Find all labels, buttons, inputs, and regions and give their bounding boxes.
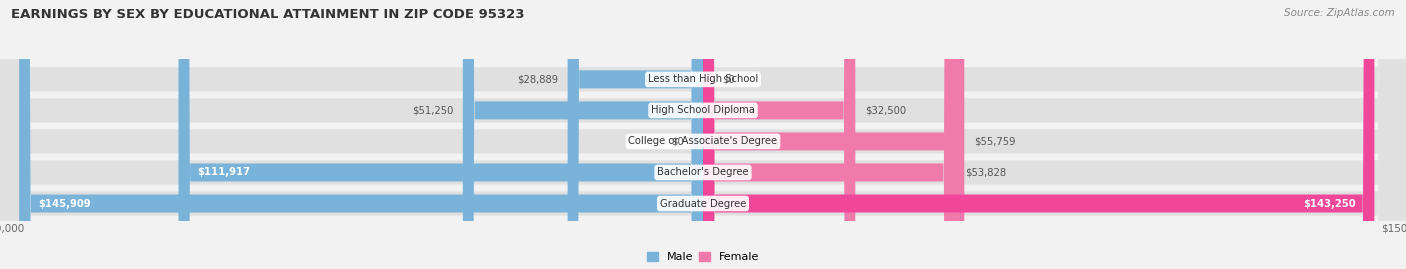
Text: $143,250: $143,250 bbox=[1303, 199, 1355, 208]
Text: Source: ZipAtlas.com: Source: ZipAtlas.com bbox=[1284, 8, 1395, 18]
Text: $32,500: $32,500 bbox=[865, 105, 905, 115]
Text: High School Diploma: High School Diploma bbox=[651, 105, 755, 115]
FancyBboxPatch shape bbox=[568, 0, 703, 269]
FancyBboxPatch shape bbox=[703, 0, 955, 269]
Legend: Male, Female: Male, Female bbox=[643, 247, 763, 267]
FancyBboxPatch shape bbox=[703, 0, 855, 269]
FancyBboxPatch shape bbox=[20, 0, 703, 269]
Text: $0: $0 bbox=[721, 74, 734, 84]
Text: $51,250: $51,250 bbox=[412, 105, 454, 115]
Text: $28,889: $28,889 bbox=[517, 74, 558, 84]
Text: Less than High School: Less than High School bbox=[648, 74, 758, 84]
FancyBboxPatch shape bbox=[703, 0, 965, 269]
Text: $53,828: $53,828 bbox=[965, 168, 1005, 178]
Text: College or Associate's Degree: College or Associate's Degree bbox=[628, 136, 778, 146]
Text: Graduate Degree: Graduate Degree bbox=[659, 199, 747, 208]
Text: Bachelor's Degree: Bachelor's Degree bbox=[657, 168, 749, 178]
Text: $111,917: $111,917 bbox=[197, 168, 250, 178]
FancyBboxPatch shape bbox=[463, 0, 703, 269]
Text: $55,759: $55,759 bbox=[974, 136, 1015, 146]
FancyBboxPatch shape bbox=[703, 0, 1374, 269]
Text: $145,909: $145,909 bbox=[38, 199, 90, 208]
Text: $0: $0 bbox=[672, 136, 685, 146]
FancyBboxPatch shape bbox=[179, 0, 703, 269]
Text: EARNINGS BY SEX BY EDUCATIONAL ATTAINMENT IN ZIP CODE 95323: EARNINGS BY SEX BY EDUCATIONAL ATTAINMEN… bbox=[11, 8, 524, 21]
